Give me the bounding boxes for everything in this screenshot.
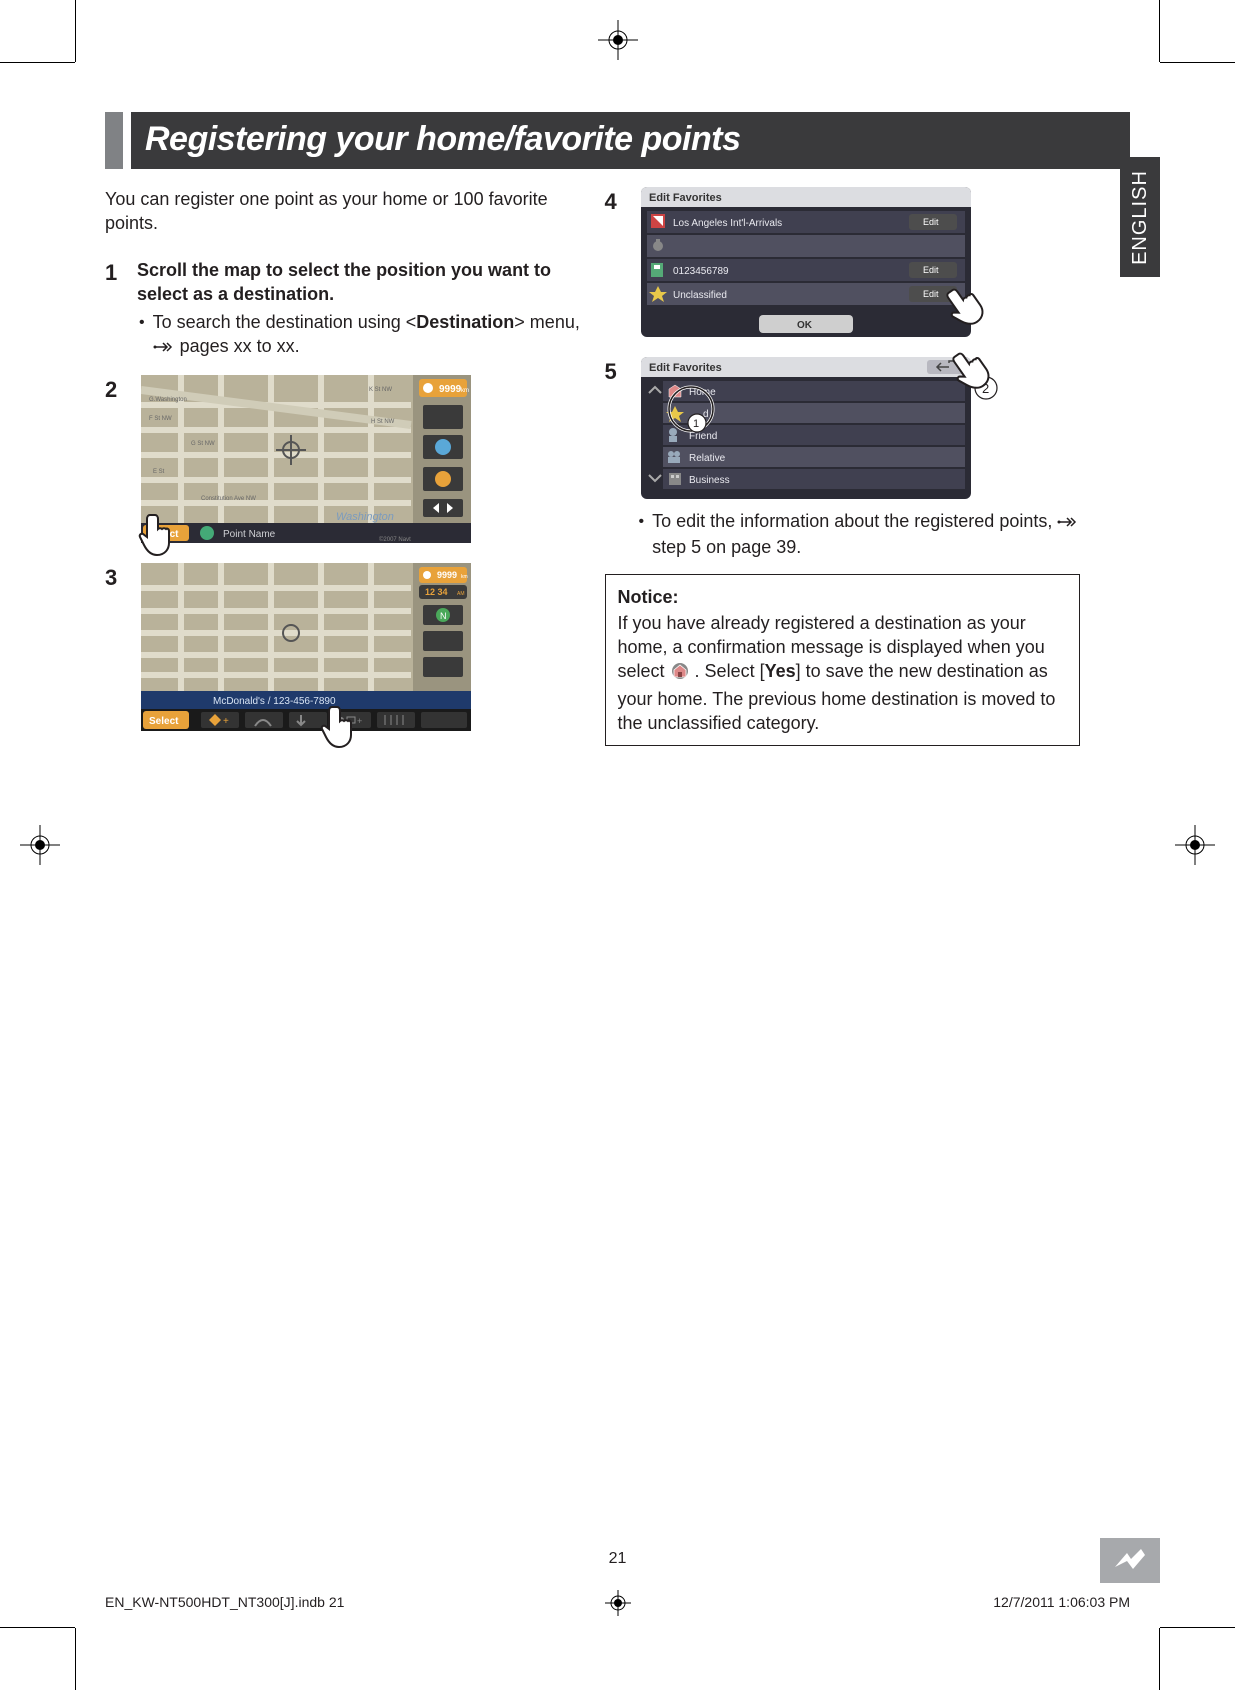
step-1-bullet: To search the destination using <Destina… [139,310,581,361]
step-number: 2 [105,375,127,549]
svg-text:Edit Favorites: Edit Favorites [649,192,722,204]
screenshot-edit-favorites-categories: Edit Favorites Home d [641,357,971,499]
svg-text:9999: 9999 [437,570,457,580]
language-tab-label: ENGLISH [1129,170,1152,265]
crop-mark [1160,62,1235,63]
svg-text:9999: 9999 [439,384,462,395]
step-4: 4 Edit Favorites Los Angeles Int'l-Arriv… [605,187,1081,343]
svg-text:km: km [461,388,469,394]
tap-finger-icon [135,509,187,561]
tap-finger-icon [949,341,1001,393]
svg-text:0123456789: 0123456789 [673,266,729,277]
svg-text:G St NW: G St NW [191,441,215,447]
svg-text:G.Washington: G.Washington [149,397,187,403]
page-title: Registering your home/favorite points [131,112,1130,169]
step-3: 3 [105,563,581,737]
bullet-text: step 5 on page 39. [652,537,801,557]
language-tab: ENGLISH [1120,157,1160,277]
notice-yes: Yes [765,661,796,681]
step-1: 1 Scroll the map to select the position … [105,258,581,361]
step-1-title: Scroll the map to select the position yo… [137,258,581,307]
notice-box: Notice: If you have already registered a… [605,574,1081,747]
left-column: You can register one point as your home … [105,187,581,751]
title-bar: Registering your home/favorite points [105,112,1130,169]
step-5: 5 Edit Favorites H [605,357,1081,560]
notice-title: Notice: [618,585,1068,609]
crop-mark [1160,1627,1235,1628]
svg-text:Edit: Edit [923,217,939,227]
crop-mark [0,1627,75,1628]
title-stub [105,112,123,169]
svg-text:©2007 Navt: ©2007 Navt [379,536,411,543]
pointer-icon [1057,511,1079,535]
footer-left: EN_KW-NT500HDT_NT300[J].indb 21 [105,1594,344,1610]
bullet-bold: Destination [416,312,514,332]
svg-text:Los Angeles Int'l-Arrivals: Los Angeles Int'l-Arrivals [673,218,782,229]
svg-text:N: N [440,611,447,621]
right-column: 4 Edit Favorites Los Angeles Int'l-Arriv… [605,187,1131,751]
tap-finger-icon [317,701,369,753]
step-number: 5 [605,357,627,560]
svg-text:Washington: Washington [336,511,394,523]
svg-text:Edit: Edit [923,265,939,275]
step-number: 1 [105,258,127,361]
screenshot-map-toolbar: 9999 km 12 34 AM N [141,563,471,731]
notice-text: . Select [ [695,661,765,681]
step-number: 3 [105,563,127,737]
svg-text:AM: AM [457,591,465,597]
svg-text:Edit Favorites: Edit Favorites [649,362,722,374]
crop-mark [75,1628,76,1690]
bullet-text: > menu, [514,312,580,332]
tap-finger-icon [943,277,995,329]
svg-text:Unclassified: Unclassified [673,290,727,301]
svg-text:Business: Business [689,475,730,486]
page-content: Registering your home/favorite points EN… [75,62,1160,1628]
crop-mark [0,62,75,63]
svg-text:12 34: 12 34 [425,587,448,597]
post-step5-bullet: To edit the information about the regist… [639,509,1081,560]
svg-text:H St NW: H St NW [371,419,395,425]
pointer-icon [153,336,175,360]
svg-text:Constitution Ave NW: Constitution Ave NW [201,496,256,502]
crop-mark [75,0,76,62]
svg-text:Relative: Relative [689,453,726,464]
footer-right: 12/7/2011 1:06:03 PM [993,1594,1130,1610]
bullet-text: pages xx to xx. [180,336,300,356]
home-icon [670,662,690,686]
screenshot-map-select-point: 9999 km [141,375,471,543]
registration-mark-icon [605,1590,631,1619]
bullet-text: To edit the information about the regist… [652,511,1057,531]
registration-mark-icon [1175,825,1215,865]
svg-text:+: + [223,716,229,727]
screenshot-edit-favorites-list: Edit Favorites Los Angeles Int'l-Arrival… [641,187,971,337]
svg-text:Edit: Edit [923,289,939,299]
svg-text:E St: E St [153,469,165,475]
print-footer: EN_KW-NT500HDT_NT300[J].indb 21 12/7/201… [105,1594,1130,1610]
svg-text:km: km [461,574,468,580]
crop-mark [1159,1628,1160,1690]
registration-mark-icon [598,20,638,60]
svg-text:Select: Select [149,716,179,727]
registration-mark-icon [20,825,60,865]
corner-logo-icon [1100,1538,1160,1583]
svg-text:K St NW: K St NW [369,387,392,393]
page-number: 21 [609,1550,627,1568]
svg-text:Friend: Friend [689,431,717,442]
svg-text:1: 1 [693,418,699,430]
svg-text:F St NW: F St NW [149,416,172,422]
svg-text:OK: OK [797,320,813,331]
step-number: 4 [605,187,627,343]
svg-text:Point Name: Point Name [223,529,276,540]
intro-text: You can register one point as your home … [105,187,581,236]
bullet-text: To search the destination using < [153,312,417,332]
step-2: 2 [105,375,581,549]
crop-mark [1159,0,1160,62]
